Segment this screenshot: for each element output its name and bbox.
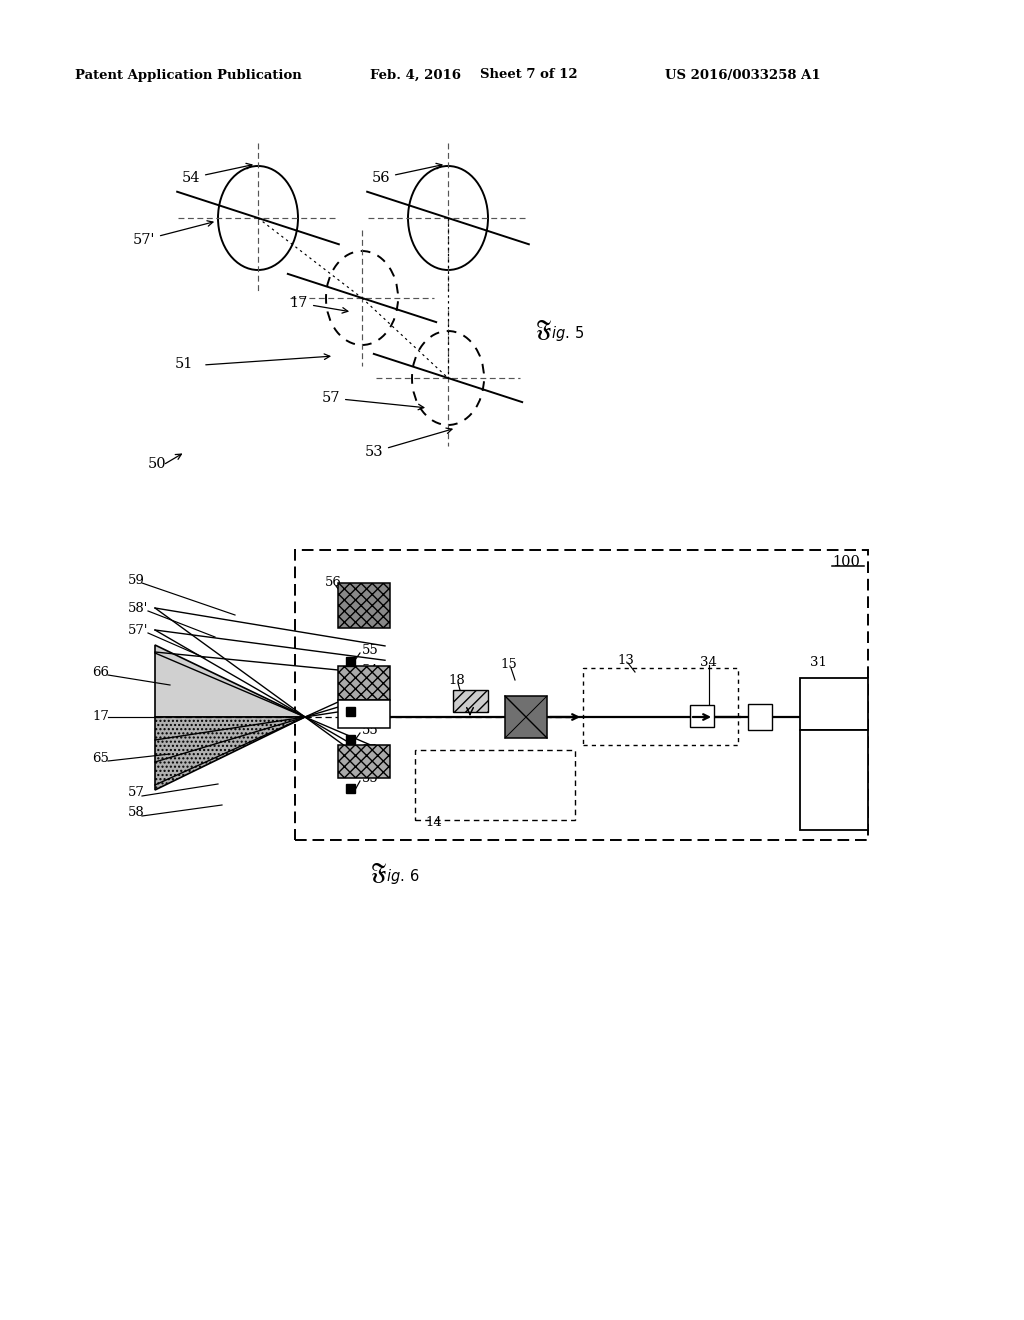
Bar bbox=[338, 583, 390, 628]
Polygon shape bbox=[155, 645, 305, 717]
Text: US 2016/0033258 A1: US 2016/0033258 A1 bbox=[665, 69, 820, 82]
Text: Patent Application Publication: Patent Application Publication bbox=[75, 69, 302, 82]
Text: 55: 55 bbox=[362, 771, 379, 784]
Bar bbox=[800, 730, 868, 830]
Text: 58: 58 bbox=[128, 807, 144, 820]
Text: 31: 31 bbox=[810, 656, 826, 668]
Text: 17: 17 bbox=[290, 296, 348, 313]
Text: 57: 57 bbox=[128, 787, 144, 800]
Text: 100: 100 bbox=[831, 554, 860, 569]
Bar bbox=[453, 690, 488, 711]
Text: $\mathfrak{F}_{ig.\,6}$: $\mathfrak{F}_{ig.\,6}$ bbox=[370, 861, 420, 887]
Bar bbox=[346, 657, 355, 667]
Text: 66: 66 bbox=[92, 665, 109, 678]
Bar bbox=[346, 784, 355, 793]
Text: Feb. 4, 2016: Feb. 4, 2016 bbox=[370, 69, 461, 82]
Text: 57': 57' bbox=[128, 623, 148, 636]
Text: 55: 55 bbox=[362, 644, 379, 656]
Text: 55: 55 bbox=[362, 700, 379, 713]
Text: 13: 13 bbox=[617, 653, 634, 667]
Text: Sheet 7 of 12: Sheet 7 of 12 bbox=[480, 69, 578, 82]
Text: 34: 34 bbox=[700, 656, 717, 668]
Bar bbox=[748, 704, 772, 730]
Bar bbox=[690, 705, 714, 727]
Text: $\mathfrak{F}_{ig.\,5}$: $\mathfrak{F}_{ig.\,5}$ bbox=[535, 318, 585, 343]
Bar bbox=[338, 667, 390, 700]
Text: 57': 57' bbox=[132, 220, 213, 247]
Text: 65: 65 bbox=[92, 751, 109, 764]
Text: 56: 56 bbox=[325, 577, 342, 590]
Text: 50: 50 bbox=[148, 457, 167, 471]
Bar bbox=[338, 744, 390, 777]
Bar bbox=[338, 700, 390, 729]
Polygon shape bbox=[155, 717, 305, 789]
Text: 59: 59 bbox=[128, 573, 144, 586]
Text: 58': 58' bbox=[128, 602, 148, 615]
Bar bbox=[505, 696, 547, 738]
Text: 55: 55 bbox=[362, 723, 379, 737]
Text: 53: 53 bbox=[362, 743, 379, 756]
Text: 57: 57 bbox=[322, 391, 424, 409]
Bar bbox=[346, 735, 355, 744]
Text: 51: 51 bbox=[175, 356, 194, 371]
Bar bbox=[346, 708, 355, 715]
Text: 18: 18 bbox=[449, 673, 465, 686]
Text: 15: 15 bbox=[500, 659, 517, 672]
Text: 17: 17 bbox=[92, 710, 109, 723]
Text: 30: 30 bbox=[810, 696, 826, 709]
Bar bbox=[800, 678, 868, 730]
Text: 53: 53 bbox=[365, 428, 452, 459]
Text: 14: 14 bbox=[425, 816, 441, 829]
Text: 54: 54 bbox=[362, 664, 379, 676]
Text: 54: 54 bbox=[181, 164, 252, 185]
Text: 56: 56 bbox=[372, 164, 442, 185]
